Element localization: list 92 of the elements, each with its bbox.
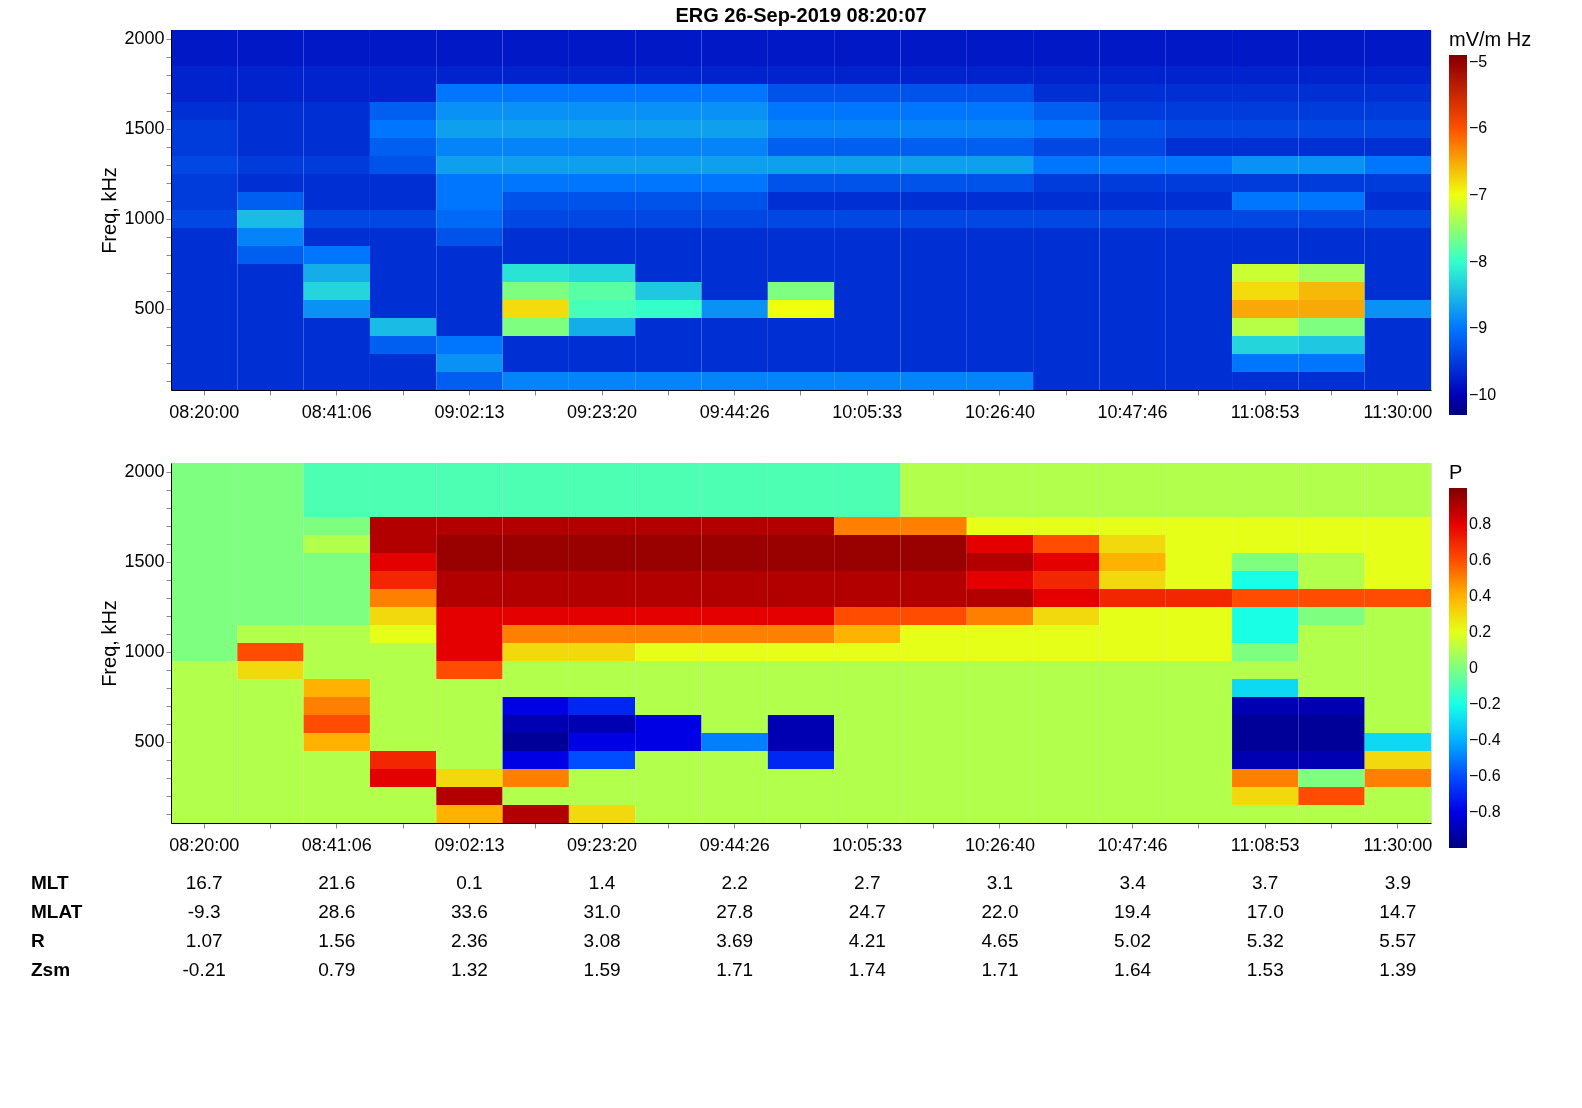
text: 0.79 xyxy=(318,959,356,980)
color-bar-label: −0.6 xyxy=(1469,767,1501,784)
text: 14.7 xyxy=(1379,901,1417,922)
text: -0.21 xyxy=(182,959,226,980)
text: 16.7 xyxy=(185,872,223,893)
y-tick-label: 1000 xyxy=(124,208,165,228)
text: 1.32 xyxy=(450,959,488,980)
text: 1.74 xyxy=(848,959,887,980)
color-bar-label: −9 xyxy=(1469,319,1488,337)
x-tick-label: 09:02:13 xyxy=(434,834,505,855)
text: 5.32 xyxy=(1246,930,1284,951)
color-bar-label: −0.8 xyxy=(1469,803,1501,820)
text: 24.7 xyxy=(848,901,886,922)
x-tick-label: 11:30:00 xyxy=(1363,834,1433,855)
color-bar-label: 0.4 xyxy=(1469,587,1492,604)
text: 2.2 xyxy=(721,872,748,893)
text: 19.4 xyxy=(1114,901,1152,922)
color-bar-label: −10 xyxy=(1469,386,1497,403)
x-tick-label: 11:30:00 xyxy=(1363,401,1433,422)
text: 3.7 xyxy=(1252,872,1279,893)
text: 3.9 xyxy=(1384,872,1412,893)
x-tick-label: 08:20:00 xyxy=(169,834,240,855)
text: MLAT xyxy=(31,901,83,922)
x-tick-label: 10:26:40 xyxy=(964,401,1035,422)
x-tick-label: 09:02:13 xyxy=(434,401,505,422)
x-tick-label: 10:47:46 xyxy=(1097,401,1168,422)
color-bar-label: 0.8 xyxy=(1469,515,1492,532)
color-bar-title: P xyxy=(1449,461,1463,483)
color-bar-label: 0.2 xyxy=(1469,623,1492,640)
y-axis-title: Freq, kHz xyxy=(98,600,121,687)
x-tick-label: 10:05:33 xyxy=(832,834,903,855)
x-tick-label: 09:44:26 xyxy=(699,834,770,855)
text: 3.1 xyxy=(986,872,1014,893)
color-bar-label: 0.6 xyxy=(1469,551,1492,568)
text: 3.08 xyxy=(583,930,621,951)
text: 3.69 xyxy=(716,930,754,951)
y-tick-label: 1000 xyxy=(124,641,165,661)
color-bar-label: 0 xyxy=(1469,659,1478,676)
color-bar-label: −8 xyxy=(1469,252,1488,270)
x-tick-label: 09:23:20 xyxy=(567,401,638,422)
chart-title: ERG 26-Sep-2019 08:20:07 xyxy=(675,3,927,26)
y-tick-label: 2000 xyxy=(124,28,165,48)
x-tick-label: 09:23:20 xyxy=(567,834,638,855)
text: 1.4 xyxy=(588,872,616,893)
color-bar-label: −7 xyxy=(1469,186,1488,203)
color-bar-label: −5 xyxy=(1469,52,1488,70)
x-tick-label: 09:44:26 xyxy=(699,401,770,422)
text: 2.7 xyxy=(854,872,881,893)
text: 5.57 xyxy=(1379,930,1417,951)
x-tick-label: 11:08:53 xyxy=(1230,834,1300,855)
text: 1.07 xyxy=(185,930,223,951)
y-tick-label: 500 xyxy=(134,731,165,751)
text: -9.3 xyxy=(187,901,221,922)
text: 1.56 xyxy=(318,930,356,951)
text: 17.0 xyxy=(1246,901,1284,922)
text: 1.59 xyxy=(583,959,621,980)
text: 28.6 xyxy=(318,901,356,922)
y-tick-label: 1500 xyxy=(124,118,165,138)
text: 3.4 xyxy=(1119,872,1147,893)
text: 1.71 xyxy=(716,959,754,980)
text: 1.64 xyxy=(1114,959,1152,980)
text: 0.1 xyxy=(456,872,483,893)
y-tick-label: 500 xyxy=(134,298,165,318)
y-axis-title: Freq, kHz xyxy=(98,167,121,254)
text: 27.8 xyxy=(716,901,754,922)
x-tick-label: 08:41:06 xyxy=(301,401,372,422)
text: 1.53 xyxy=(1246,959,1284,980)
x-tick-label: 08:41:06 xyxy=(301,834,372,855)
text: 5.02 xyxy=(1114,930,1152,951)
text: MLT xyxy=(31,872,70,893)
x-tick-label: 10:47:46 xyxy=(1097,834,1168,855)
color-bar-title: mV/m Hz xyxy=(1449,28,1532,50)
text: 4.21 xyxy=(848,930,886,951)
text: 31.0 xyxy=(583,901,621,922)
y-tick-label: 1500 xyxy=(124,551,165,571)
color-bar-label: −6 xyxy=(1469,119,1488,137)
text: 33.6 xyxy=(450,901,488,922)
x-tick-label: 10:05:33 xyxy=(832,401,903,422)
text: 1.71 xyxy=(981,959,1019,980)
x-tick-label: 10:26:40 xyxy=(964,834,1035,855)
color-bar-label: −0.2 xyxy=(1469,695,1501,712)
text: 1.39 xyxy=(1379,959,1417,980)
text: Zsm xyxy=(31,959,71,980)
text: 4.65 xyxy=(981,930,1019,951)
y-tick-label: 2000 xyxy=(124,461,165,481)
text: 22.0 xyxy=(981,901,1019,922)
color-bar-label: −0.4 xyxy=(1469,731,1501,748)
x-tick-label: 08:20:00 xyxy=(169,401,240,422)
x-tick-label: 11:08:53 xyxy=(1230,401,1300,422)
text: R xyxy=(31,930,45,951)
text: 21.6 xyxy=(318,872,356,893)
text: 2.36 xyxy=(450,930,488,951)
